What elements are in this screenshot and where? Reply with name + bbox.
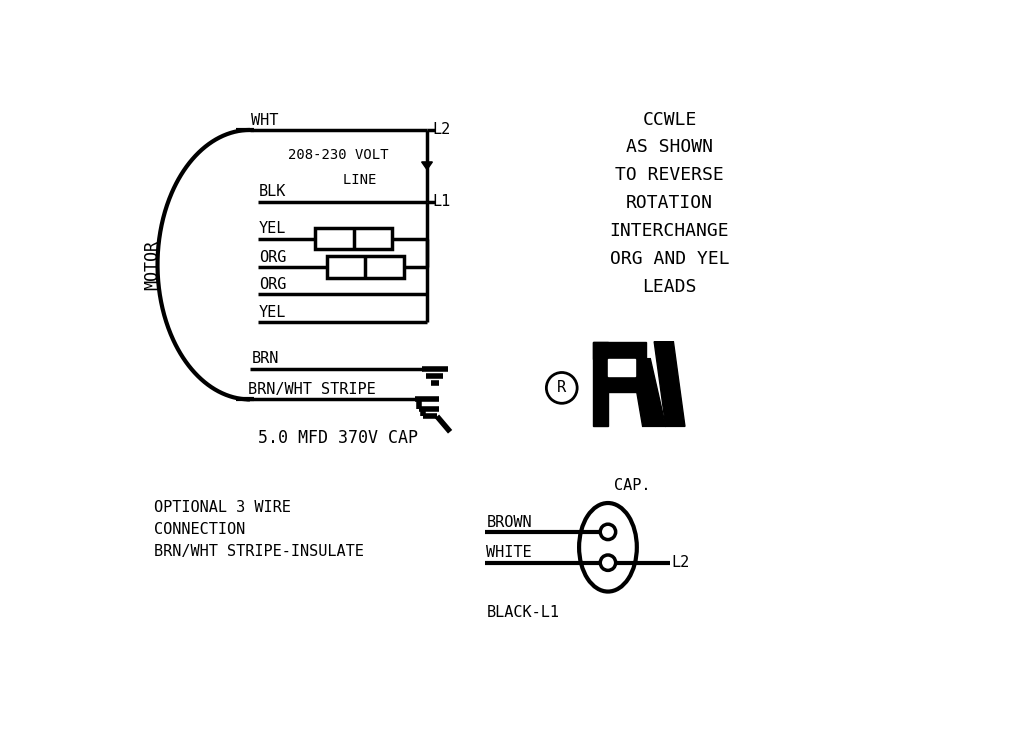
Text: YEL: YEL [259, 305, 287, 320]
Polygon shape [422, 162, 432, 169]
Polygon shape [631, 358, 666, 426]
Text: L2: L2 [672, 556, 690, 570]
Text: BROWN: BROWN [486, 515, 531, 529]
Polygon shape [654, 342, 685, 426]
Bar [315, 228, 392, 250]
Text: BRN: BRN [252, 351, 279, 366]
Text: BRN/WHT STRIPE: BRN/WHT STRIPE [248, 382, 376, 397]
Text: BLK: BLK [259, 184, 287, 199]
Text: CCWLE
AS SHOWN
TO REVERSE
ROTATION
INTERCHANGE
ORG AND YEL
LEADS: CCWLE AS SHOWN TO REVERSE ROTATION INTER… [609, 111, 729, 296]
Polygon shape [593, 342, 608, 426]
Text: CAP.: CAP. [614, 478, 650, 493]
Text: OPTIONAL 3 WIRE
CONNECTION
BRN/WHT STRIPE-INSULATE: OPTIONAL 3 WIRE CONNECTION BRN/WHT STRIP… [154, 499, 364, 559]
Text: 5.0 MFD 370V CAP: 5.0 MFD 370V CAP [258, 429, 418, 447]
Text: BLACK-L1: BLACK-L1 [486, 605, 559, 620]
Text: ORG: ORG [259, 250, 287, 265]
Polygon shape [608, 358, 635, 377]
Text: ORG: ORG [259, 277, 287, 292]
Text: WHT: WHT [252, 112, 279, 128]
Polygon shape [593, 342, 646, 358]
Text: L2: L2 [432, 123, 451, 137]
Text: WHITE: WHITE [486, 545, 531, 561]
Bar [327, 256, 403, 278]
Text: 208-230 VOLT: 208-230 VOLT [288, 148, 389, 162]
Text: LINE: LINE [301, 174, 376, 188]
Text: R: R [557, 380, 566, 396]
Polygon shape [608, 377, 643, 392]
Text: L1: L1 [432, 194, 451, 209]
Text: YEL: YEL [259, 221, 287, 237]
Text: MOTOR: MOTOR [143, 239, 161, 290]
